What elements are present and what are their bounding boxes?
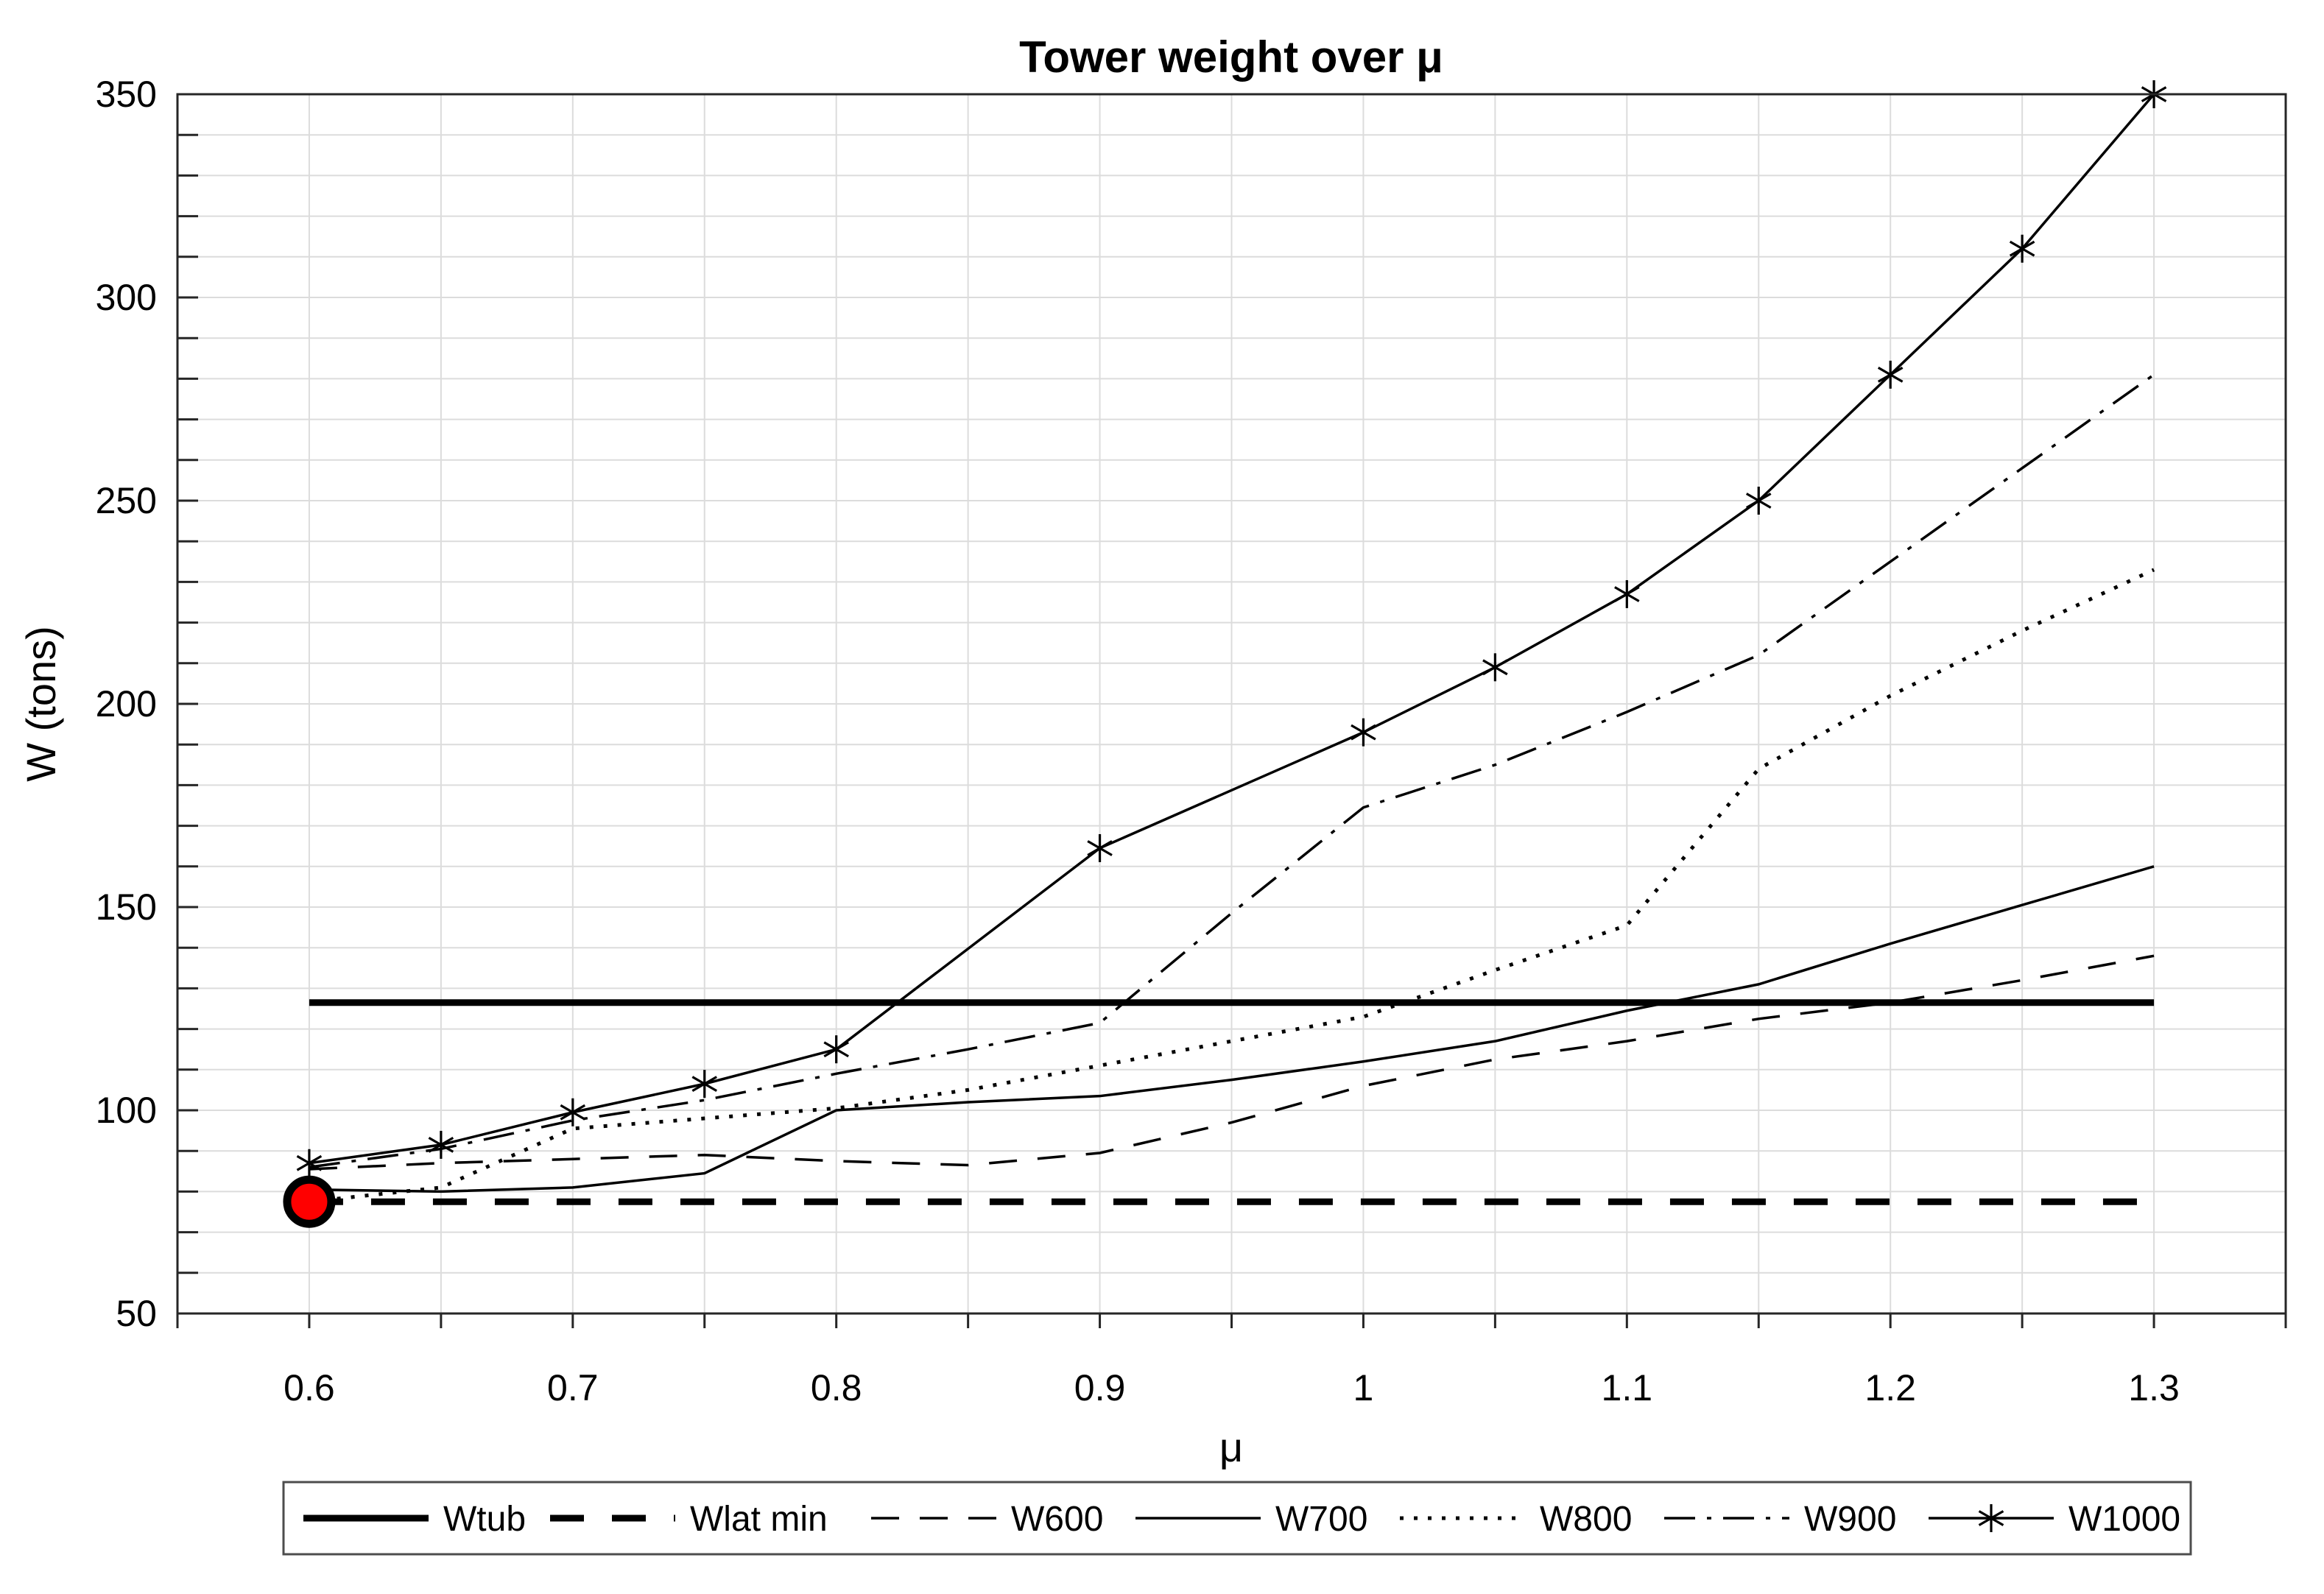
- legend-label: W800: [1540, 1500, 1632, 1539]
- legend-item-w800: W800: [1400, 1500, 1632, 1539]
- y-tick-label: 50: [116, 1293, 157, 1334]
- asterisk-marker-icon: [1351, 724, 1376, 741]
- x-tick-label: 0.6: [284, 1367, 335, 1408]
- y-tick-label: 250: [96, 480, 157, 521]
- asterisk-marker-icon: [823, 1041, 849, 1058]
- highlight-point-red-circle: [283, 1175, 336, 1228]
- y-tick-label: 300: [96, 277, 157, 318]
- asterisk-marker-icon: [428, 1137, 454, 1153]
- series-w600: [309, 954, 2155, 1171]
- series-w1000: [296, 80, 2167, 1177]
- x-tick-label: 0.7: [547, 1367, 599, 1408]
- x-tick-label: 1: [1353, 1367, 1374, 1408]
- legend-item-w900: W900: [1664, 1500, 1896, 1539]
- asterisk-marker-icon: [1614, 586, 1640, 602]
- series-line-w700: [309, 865, 2155, 1193]
- asterisk-marker-icon: [1978, 1510, 2004, 1526]
- asterisk-marker-icon: [691, 1076, 718, 1093]
- legend-label: W600: [1011, 1500, 1103, 1539]
- plot-frame: [176, 93, 2287, 1315]
- asterisk-marker-icon: [2009, 240, 2035, 257]
- grid-layer: [177, 94, 2286, 1313]
- legend-box: [282, 1481, 2192, 1556]
- legend-label: Wlat min: [690, 1500, 828, 1539]
- series-line-w900: [309, 373, 2155, 1169]
- chart-title: Tower weight over μ: [1019, 32, 1443, 82]
- x-tick-label: 0.8: [811, 1367, 862, 1408]
- x-tick-label: 1.3: [2128, 1367, 2180, 1408]
- series-line-w600: [309, 954, 2155, 1171]
- legend-item-wtub: Wtub: [303, 1500, 526, 1539]
- legend-label: W1000: [2068, 1500, 2180, 1539]
- asterisk-marker-icon: [1482, 659, 1508, 676]
- legend-item-w700: W700: [1135, 1500, 1367, 1539]
- legend-item-wlat-min: Wlat min: [550, 1500, 828, 1539]
- tick-layer: 0.6 0.7 0.8 0.9 1 1.1 1.2 1.3 50 100 150 200 250 300 3…: [96, 74, 2287, 1408]
- y-tick-label: 100: [96, 1090, 157, 1131]
- x-tick-label: 1.1: [1602, 1367, 1653, 1408]
- x-axis-label: μ: [1219, 1424, 1243, 1470]
- series-w700: [309, 865, 2155, 1193]
- legend-label: W700: [1275, 1500, 1367, 1539]
- y-tick-label: 350: [96, 74, 157, 115]
- asterisk-marker-icon: [1087, 840, 1113, 856]
- legend-label: Wtub: [443, 1500, 526, 1539]
- y-axis-label: W (tons): [18, 626, 64, 782]
- asterisk-marker-icon: [296, 1154, 323, 1171]
- series-w900: [309, 373, 2155, 1169]
- legend: Wtub Wlat min W600 W700 W800 W900 W1000: [282, 1481, 2192, 1556]
- y-tick-label: 200: [96, 683, 157, 724]
- x-tick-label: 0.9: [1074, 1367, 1126, 1408]
- y-tick-label: 150: [96, 886, 157, 928]
- asterisk-marker-icon: [1745, 493, 1772, 509]
- legend-item-w1000: W1000: [1929, 1500, 2180, 1539]
- legend-label: W900: [1804, 1500, 1896, 1539]
- asterisk-marker-icon: [1877, 366, 1904, 383]
- asterisk-marker-icon: [560, 1104, 586, 1121]
- legend-item-w600: W600: [871, 1500, 1103, 1539]
- series-layer: [283, 80, 2167, 1228]
- x-tick-label: 1.2: [1865, 1367, 1916, 1408]
